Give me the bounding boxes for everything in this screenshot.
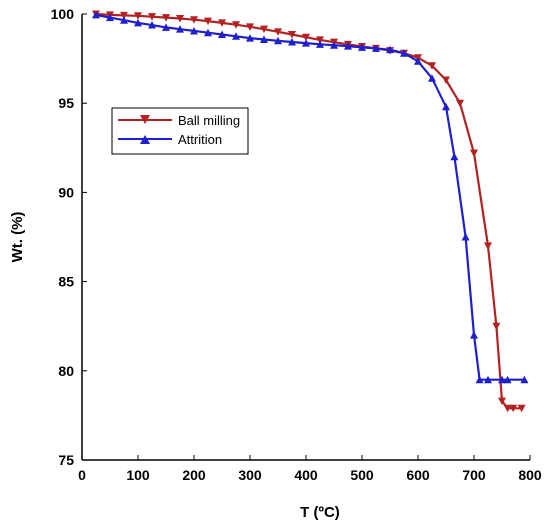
- data-point-ball-milling: [190, 16, 198, 24]
- data-point-ball-milling: [204, 17, 212, 26]
- series-ball-milling: [92, 10, 526, 413]
- data-point-attrition: [428, 74, 436, 82]
- y-tick-label: 100: [51, 6, 75, 22]
- axes: [81, 13, 531, 461]
- series-attrition: [92, 10, 529, 384]
- data-point-attrition: [475, 375, 484, 384]
- legend-marker-ball-milling: [140, 115, 150, 124]
- legend: Ball milling Attrition: [111, 107, 249, 155]
- data-point-attrition: [190, 26, 198, 35]
- x-tick-label: 600: [406, 467, 430, 483]
- y-axis-title: Wt. (%): [9, 212, 26, 263]
- data-point-ball-milling: [246, 23, 254, 31]
- series-layer: [92, 10, 529, 413]
- data-point-attrition: [450, 152, 459, 161]
- data-point-attrition: [461, 233, 470, 241]
- x-tick-label: 700: [462, 467, 486, 483]
- data-point-attrition: [330, 41, 338, 49]
- data-point-ball-milling: [274, 28, 282, 36]
- data-point-attrition: [120, 16, 128, 24]
- legend-marker-attrition: [140, 135, 150, 144]
- legend-entry-ball-milling: Ball milling: [118, 113, 240, 128]
- data-point-attrition: [218, 30, 226, 39]
- data-point-ball-milling: [120, 11, 128, 20]
- data-point-ball-milling: [176, 14, 184, 23]
- x-tick-label: 500: [350, 467, 374, 483]
- data-point-attrition: [316, 40, 324, 48]
- data-point-ball-milling: [456, 99, 464, 108]
- x-tick-label: 0: [78, 467, 86, 483]
- data-point-ball-milling: [484, 242, 492, 250]
- data-point-ball-milling: [442, 76, 450, 85]
- data-point-attrition: [232, 32, 240, 40]
- data-point-attrition: [344, 42, 352, 50]
- y-tick-label: 90: [58, 184, 74, 200]
- data-point-attrition: [148, 21, 156, 29]
- y-tick-label: 75: [58, 452, 74, 468]
- legend-label-ball-milling: Ball milling: [178, 113, 240, 128]
- series-line-ball-milling: [95, 12, 522, 410]
- data-point-ball-milling: [134, 12, 142, 20]
- data-point-ball-milling: [498, 397, 506, 406]
- data-point-ball-milling: [428, 62, 436, 70]
- data-point-attrition: [386, 45, 394, 54]
- data-point-attrition: [484, 375, 492, 384]
- data-point-attrition: [106, 13, 114, 22]
- data-point-attrition: [260, 35, 268, 44]
- y-tick-label: 95: [58, 95, 74, 111]
- data-point-attrition: [204, 28, 212, 37]
- data-point-attrition: [134, 18, 142, 27]
- data-point-ball-milling: [288, 31, 296, 39]
- x-axis-title: T (ºC): [300, 504, 340, 521]
- x-tick-label: 300: [238, 467, 262, 483]
- data-point-ball-milling: [470, 149, 478, 158]
- data-point-attrition: [372, 44, 380, 52]
- data-point-attrition: [520, 375, 529, 384]
- data-point-ball-milling: [162, 14, 170, 22]
- data-point-ball-milling: [503, 404, 512, 413]
- data-point-ball-milling: [260, 25, 268, 34]
- data-point-attrition: [400, 49, 408, 57]
- data-point-attrition: [92, 10, 100, 19]
- data-point-attrition: [274, 36, 282, 45]
- data-point-ball-milling: [517, 404, 526, 413]
- data-point-attrition: [302, 39, 310, 47]
- data-point-ball-milling: [302, 33, 310, 42]
- data-point-attrition: [246, 34, 254, 42]
- y-tick-label: 80: [58, 363, 74, 379]
- data-point-attrition: [176, 25, 184, 33]
- data-point-attrition: [414, 57, 422, 65]
- data-point-attrition: [358, 43, 366, 51]
- data-point-attrition: [442, 102, 450, 111]
- data-point-attrition: [162, 23, 170, 31]
- data-point-ball-milling: [148, 13, 156, 21]
- series-line-attrition: [95, 13, 525, 381]
- y-tick-label: 85: [58, 274, 74, 290]
- legend-entry-attrition: Attrition: [118, 132, 222, 147]
- x-tick-label: 400: [294, 467, 318, 483]
- data-point-attrition: [503, 375, 512, 384]
- data-point-ball-milling: [509, 404, 518, 413]
- data-point-attrition: [288, 38, 296, 46]
- legend-label-attrition: Attrition: [178, 132, 222, 147]
- legend-box: [111, 107, 249, 155]
- data-point-ball-milling: [218, 19, 226, 27]
- data-point-attrition: [498, 375, 506, 384]
- data-point-ball-milling: [316, 36, 324, 44]
- data-point-ball-milling: [232, 21, 240, 29]
- data-point-ball-milling: [492, 322, 501, 331]
- x-tick-label: 800: [518, 467, 542, 483]
- data-point-attrition: [470, 331, 478, 339]
- x-tick-label: 100: [126, 467, 150, 483]
- x-tick-label: 200: [182, 467, 206, 483]
- tick-labels: 0 100 200 300 400 500 600 700 800 75 80 85 90 95 100: [51, 6, 542, 483]
